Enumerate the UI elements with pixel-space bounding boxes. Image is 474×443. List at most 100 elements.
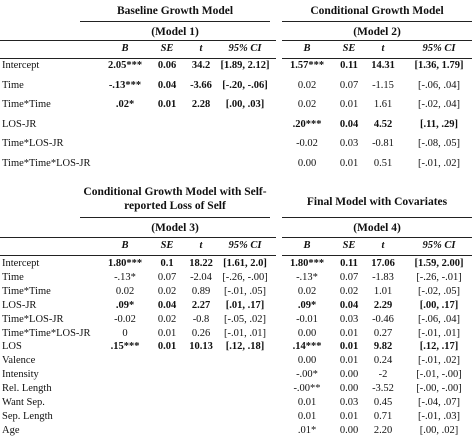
model3-title-line2: reported Loss of Self <box>124 200 226 212</box>
bottom-m4-t-cell: 0.71 <box>373 410 393 422</box>
bottom-m4-b-cell: 0.01 <box>297 410 317 422</box>
bottom-m4-b-cell: 0.01 <box>297 397 317 408</box>
bottom-m4-ci-cell: [-.01, .01] <box>418 327 460 339</box>
bottom-m4-t-cell: 17.06 <box>371 258 395 269</box>
top-m2-t-cell: -1.15 <box>372 79 394 91</box>
top-row-label: Time*LOS-JR <box>2 138 64 149</box>
bottom-m3-b-cell: -.13* <box>114 271 136 283</box>
bottom-row-label: LOS <box>2 341 22 353</box>
top-row-label: Time*Time*LOS-JR <box>2 157 91 169</box>
top-m2-b-cell: 0.00 <box>297 157 317 169</box>
bottom-m4-b-cell: .09* <box>297 299 317 311</box>
bottom-m3-ci-cell: [-.26, -.00] <box>222 271 268 283</box>
bottom-m4-se-cell: 0.01 <box>339 327 359 339</box>
bottom-m4-se-cell: 0.04 <box>339 299 359 311</box>
bottom-m4-se-cell: 0.03 <box>339 313 359 325</box>
bottom-m4-t-cell: 0.45 <box>373 397 393 408</box>
bottom-m3-se-cell: 0.1 <box>160 258 174 269</box>
bottom-m4-b-cell: 0.00 <box>297 355 317 367</box>
top-m1-t-cell: 34.2 <box>191 60 211 71</box>
top-body-rule-right <box>282 58 472 59</box>
bottom-m4-ci-cell: [-.04, .07] <box>418 397 460 408</box>
model3-header-rule <box>80 217 270 218</box>
bottom-row-label: Valence <box>2 355 36 367</box>
bottom-m4-se-cell: 0.00 <box>339 369 359 381</box>
bottom-m3-t-cell: 0.89 <box>191 285 211 297</box>
model2-title: Conditional Growth Model <box>310 5 444 17</box>
bottom-row-label: Time <box>2 271 24 283</box>
bottom-m3-se-cell: 0.01 <box>157 327 177 339</box>
model4-subtitle: (Model 4) <box>353 222 401 234</box>
bottom-row-label: Rel. Length <box>2 383 52 395</box>
bottom-row-label: Time*Time*LOS-JR <box>2 327 91 339</box>
model4-title: Final Model with Covariates <box>306 196 448 208</box>
model1-title: Baseline Growth Model <box>116 5 234 17</box>
bottom-m4-se-cell: 0.07 <box>339 271 359 283</box>
bottom-m4-b-cell: .14*** <box>292 341 322 353</box>
bottom-left-col-ci: 95% CI <box>228 240 262 251</box>
top-m2-se-cell: 0.11 <box>340 60 358 71</box>
bottom-m4-ci-cell: [-.06, .04] <box>418 313 460 325</box>
top-m2-b-cell: -0.02 <box>296 138 318 149</box>
top-right-col-b: B <box>303 43 311 54</box>
top-m2-ci-cell: [-.02, .04] <box>418 99 460 110</box>
bottom-left-col-se: SE <box>160 240 174 251</box>
bottom-m4-t-cell: -2 <box>378 369 388 381</box>
model2-header-rule <box>282 21 472 22</box>
top-right-col-ci: 95% CI <box>422 43 456 54</box>
top-right-col-se: SE <box>342 43 356 54</box>
bottom-m4-ci-cell: [.00, .17] <box>419 299 459 311</box>
bottom-right-col-b: B <box>303 240 311 251</box>
bottom-m4-ci-cell: [1.59, 2.00] <box>414 258 464 269</box>
bottom-m4-ci-cell: [-.01, -.00] <box>416 369 462 381</box>
top-m2-t-cell: 14.31 <box>371 60 395 71</box>
top-m2-b-cell: .20*** <box>292 118 322 130</box>
bottom-m4-se-cell: 0.01 <box>339 410 359 422</box>
top-left-col-ci: 95% CI <box>228 43 262 54</box>
top-row-label: LOS-JR <box>2 118 37 130</box>
bottom-m3-se-cell: 0.01 <box>157 341 177 353</box>
bottom-row-label: Time*LOS-JR <box>2 313 64 325</box>
top-m2-se-cell: 0.07 <box>339 79 359 91</box>
model2-subtitle: (Model 2) <box>353 26 401 38</box>
top-m2-se-cell: 0.01 <box>339 157 359 169</box>
top-m2-t-cell: 1.61 <box>373 99 393 110</box>
bottom-m4-se-cell: 0.02 <box>339 285 359 297</box>
bottom-m3-b-cell: 0 <box>122 327 128 339</box>
bottom-m4-ci-cell: [-.01, .03] <box>418 410 460 422</box>
bottom-m4-ci-cell: [.00, .02] <box>419 424 459 436</box>
bottom-m3-t-cell: 18.22 <box>189 258 213 269</box>
top-m1-b-cell: 2.05*** <box>107 60 143 71</box>
top-m2-ci-cell: [1.36, 1.79] <box>414 60 464 71</box>
top-left-col-b: B <box>121 43 129 54</box>
model4-header-rule <box>282 217 472 218</box>
bottom-m4-ci-cell: [-.01, .02] <box>418 355 460 367</box>
top-m1-b-cell: -.13*** <box>108 79 142 91</box>
bottom-m4-t-cell: 0.24 <box>373 355 393 367</box>
bottom-m3-ci-cell: [-.05, .02] <box>224 313 266 325</box>
top-m1-ci-cell: [1.89, 2.12] <box>220 60 270 71</box>
model1-subtitle: (Model 1) <box>151 26 199 38</box>
top-m1-se-cell: 0.06 <box>157 60 177 71</box>
bottom-row-label: Want Sep. <box>2 397 45 408</box>
bottom-body-rule-right <box>282 255 472 256</box>
model1-header-rule <box>80 21 270 22</box>
bottom-left-col-t: t <box>199 240 203 251</box>
bottom-m3-t-cell: 0.26 <box>191 327 211 339</box>
bottom-m4-t-cell: 1.01 <box>373 285 393 297</box>
top-m2-b-cell: 0.02 <box>297 99 317 110</box>
top-m1-ci-cell: [.00, .03] <box>225 99 265 110</box>
top-row-label: Time <box>2 79 24 91</box>
bottom-colhead-rule-left <box>0 237 276 238</box>
top-m2-b-cell: 0.02 <box>297 79 317 91</box>
top-m2-se-cell: 0.03 <box>339 138 359 149</box>
bottom-m4-t-cell: 2.20 <box>373 424 393 436</box>
top-row-label: Intercept <box>2 60 40 71</box>
bottom-m4-b-cell: -.00** <box>293 383 321 395</box>
bottom-m3-ci-cell: [.01, .17] <box>225 299 265 311</box>
bottom-m3-ci-cell: [1.61, 2.0] <box>223 258 267 269</box>
bottom-m4-ci-cell: [-.00, -.00] <box>416 383 462 395</box>
top-m1-ci-cell: [-.20, -.06] <box>222 79 268 91</box>
bottom-m4-t-cell: -0.46 <box>372 313 394 325</box>
bottom-m4-t-cell: -3.52 <box>372 383 394 395</box>
